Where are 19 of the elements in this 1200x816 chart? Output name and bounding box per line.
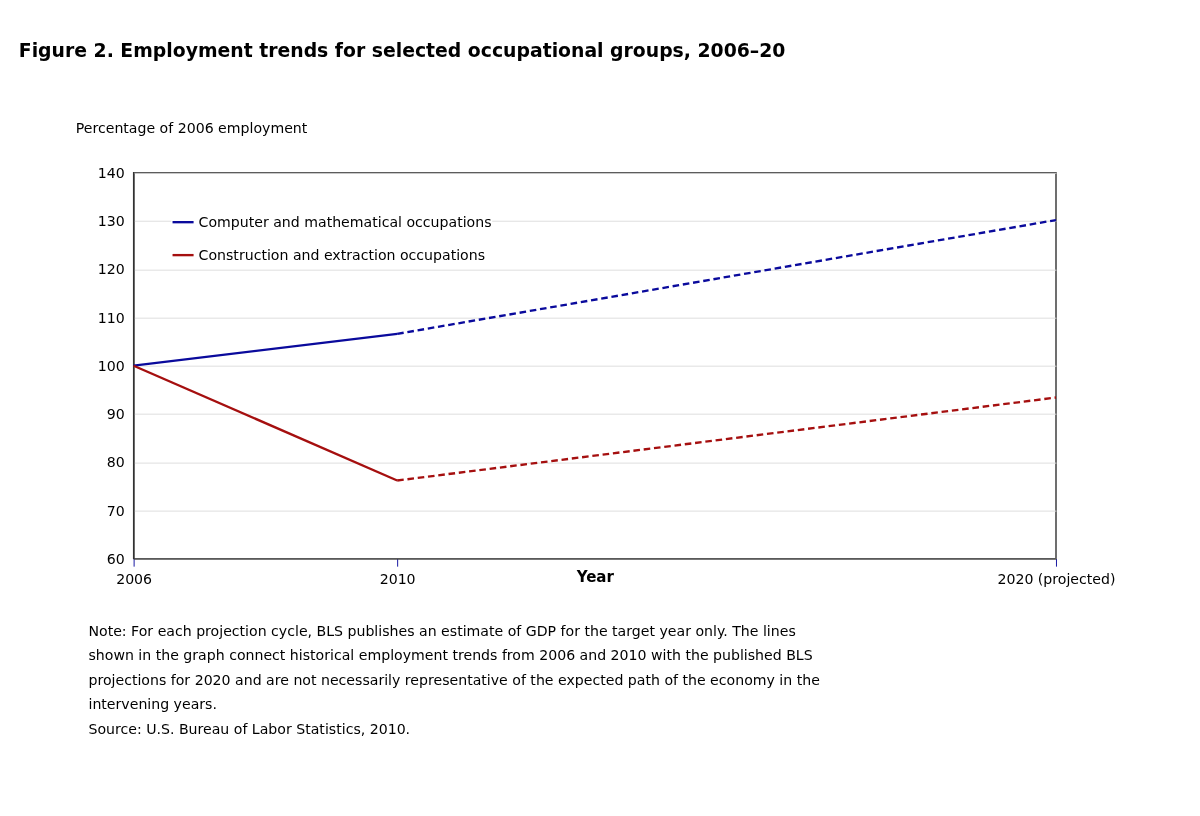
y-tick-label: 120	[97, 261, 125, 278]
source-note: Source: U.S. Bureau of Labor Statistics, 2010.	[88, 720, 411, 737]
y-tick-label: 80	[106, 454, 125, 471]
y-tick-label: 130	[97, 213, 125, 230]
y-tick-label: 140	[97, 164, 125, 181]
y-tick-label: 100	[97, 357, 125, 374]
x-axis-title: Year	[575, 567, 615, 586]
chart-title: Figure 2. Employment trends for selected occupational groups, 2006–20	[18, 40, 786, 61]
x-tick-label: 2020 (projected)	[997, 570, 1116, 587]
text: Note: For each projection cycle, BLS publishes an estimate of GDP for the target year only. The lines shown in the graph connect historical employment trends from 2006 and 2010 with the published BLS projections for 2020 and are not necessarily representative of the expected path of the economy in the intervening years.	[88, 622, 820, 713]
legend-label: Construction and extraction occupations	[198, 246, 486, 263]
y-axis-title: Percentage of 2006 employment	[75, 119, 308, 136]
x-tick-label: 2010	[379, 570, 416, 587]
y-tick-label: 60	[106, 550, 125, 567]
x-tick-label: 2006	[116, 570, 153, 587]
y-tick-label: 90	[106, 406, 125, 423]
y-tick-label: 110	[97, 309, 125, 326]
y-tick-label: 70	[106, 502, 125, 519]
legend-label: Computer and mathematical occupations	[198, 213, 492, 230]
